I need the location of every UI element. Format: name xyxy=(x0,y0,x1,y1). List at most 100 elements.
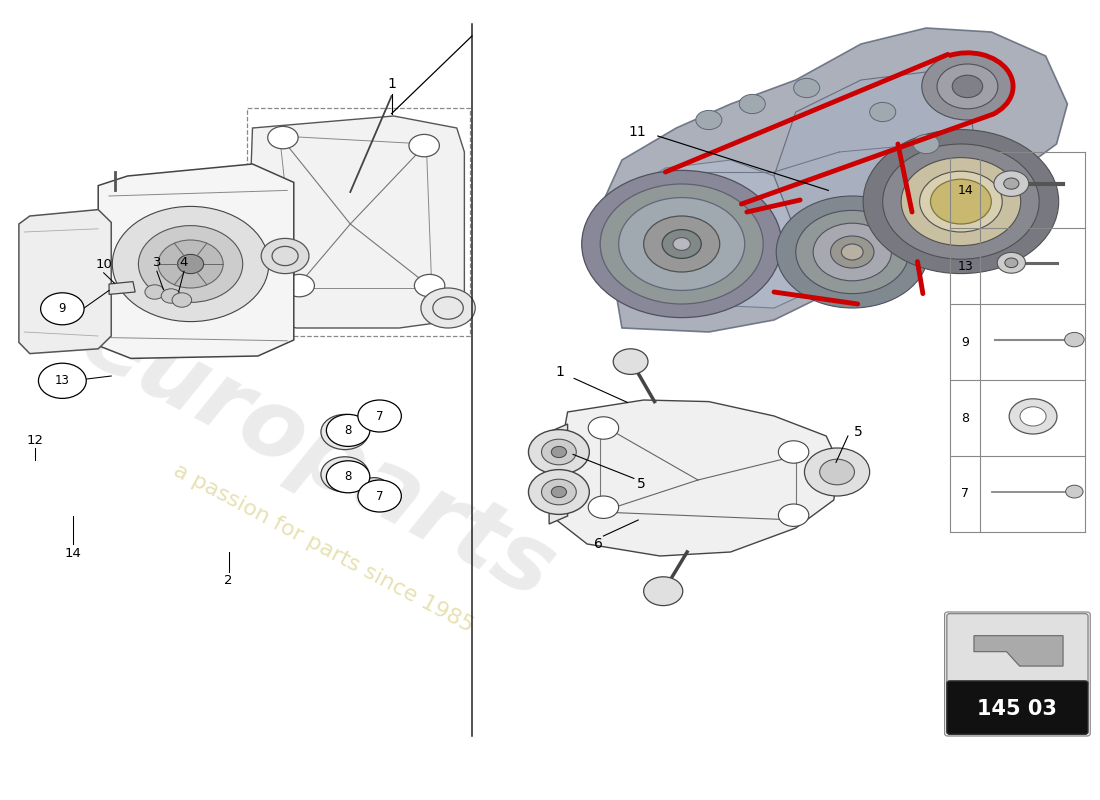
Text: 13: 13 xyxy=(957,259,974,273)
Circle shape xyxy=(1020,406,1046,426)
Text: 1: 1 xyxy=(387,77,396,91)
Circle shape xyxy=(162,289,180,303)
Circle shape xyxy=(177,254,204,274)
Circle shape xyxy=(218,200,283,248)
Circle shape xyxy=(662,230,701,258)
Circle shape xyxy=(360,407,388,428)
Circle shape xyxy=(842,244,864,260)
Circle shape xyxy=(618,198,745,290)
Polygon shape xyxy=(248,116,464,328)
Circle shape xyxy=(931,179,991,224)
Text: 14: 14 xyxy=(957,183,974,197)
Circle shape xyxy=(950,194,971,210)
Circle shape xyxy=(830,236,874,268)
Circle shape xyxy=(913,134,939,154)
Text: 1: 1 xyxy=(556,365,564,379)
Circle shape xyxy=(644,216,719,272)
Circle shape xyxy=(334,424,355,440)
Text: 8: 8 xyxy=(344,470,352,483)
Circle shape xyxy=(334,466,355,482)
Circle shape xyxy=(541,479,576,505)
Circle shape xyxy=(172,293,191,307)
Circle shape xyxy=(528,430,590,474)
Circle shape xyxy=(267,126,298,149)
Text: 10: 10 xyxy=(96,258,112,270)
Text: 6: 6 xyxy=(594,537,603,551)
Circle shape xyxy=(820,459,855,485)
Text: 2: 2 xyxy=(224,574,233,587)
Polygon shape xyxy=(627,160,817,308)
Circle shape xyxy=(39,363,86,398)
Circle shape xyxy=(415,274,444,297)
Polygon shape xyxy=(98,164,294,358)
Text: europarts: europarts xyxy=(66,293,570,619)
Circle shape xyxy=(360,478,388,498)
Circle shape xyxy=(1065,333,1085,346)
Circle shape xyxy=(779,441,808,463)
Circle shape xyxy=(673,238,691,250)
Circle shape xyxy=(409,134,439,157)
Polygon shape xyxy=(974,636,1063,666)
Circle shape xyxy=(644,577,683,606)
Text: 4: 4 xyxy=(180,256,188,269)
Text: 9: 9 xyxy=(961,335,969,349)
Circle shape xyxy=(139,226,243,302)
Circle shape xyxy=(777,196,928,308)
Circle shape xyxy=(998,253,1025,273)
Text: 14: 14 xyxy=(65,547,81,560)
Text: 7: 7 xyxy=(961,487,969,501)
Circle shape xyxy=(588,496,618,518)
Circle shape xyxy=(1004,258,1018,267)
Text: 12: 12 xyxy=(26,434,44,446)
Text: 8: 8 xyxy=(344,424,352,437)
Circle shape xyxy=(1066,485,1083,498)
Circle shape xyxy=(41,293,84,325)
Polygon shape xyxy=(601,28,1067,332)
Circle shape xyxy=(1009,398,1057,434)
Circle shape xyxy=(327,414,370,446)
Circle shape xyxy=(696,110,722,130)
Circle shape xyxy=(793,78,820,98)
Circle shape xyxy=(813,223,891,281)
Circle shape xyxy=(922,53,1013,120)
Text: 145 03: 145 03 xyxy=(978,699,1057,718)
Circle shape xyxy=(613,349,648,374)
Circle shape xyxy=(870,102,895,122)
Circle shape xyxy=(795,210,909,294)
Circle shape xyxy=(433,297,463,319)
Text: 7: 7 xyxy=(376,490,384,502)
Circle shape xyxy=(901,158,1021,246)
Circle shape xyxy=(739,94,766,114)
Circle shape xyxy=(937,64,998,109)
Circle shape xyxy=(358,480,402,512)
Circle shape xyxy=(882,144,1040,259)
FancyBboxPatch shape xyxy=(947,614,1088,686)
Polygon shape xyxy=(609,184,679,260)
Circle shape xyxy=(551,486,566,498)
Circle shape xyxy=(920,171,1002,232)
Text: 9: 9 xyxy=(58,302,66,315)
Circle shape xyxy=(804,448,870,496)
Circle shape xyxy=(112,206,268,322)
Circle shape xyxy=(358,400,402,432)
Polygon shape xyxy=(19,210,111,354)
Circle shape xyxy=(272,246,298,266)
Circle shape xyxy=(321,457,368,492)
Circle shape xyxy=(145,285,165,299)
Circle shape xyxy=(284,274,315,297)
Text: 11: 11 xyxy=(628,125,646,139)
Polygon shape xyxy=(109,282,135,294)
Text: 3: 3 xyxy=(153,256,161,269)
Text: 13: 13 xyxy=(55,374,69,387)
Circle shape xyxy=(231,210,270,238)
Circle shape xyxy=(582,170,782,318)
Circle shape xyxy=(588,417,618,439)
Circle shape xyxy=(158,240,223,288)
FancyBboxPatch shape xyxy=(947,681,1088,734)
Circle shape xyxy=(541,439,576,465)
Polygon shape xyxy=(549,424,568,524)
Circle shape xyxy=(937,184,984,219)
Polygon shape xyxy=(549,400,839,556)
Text: 5: 5 xyxy=(637,477,646,491)
Circle shape xyxy=(421,288,475,328)
